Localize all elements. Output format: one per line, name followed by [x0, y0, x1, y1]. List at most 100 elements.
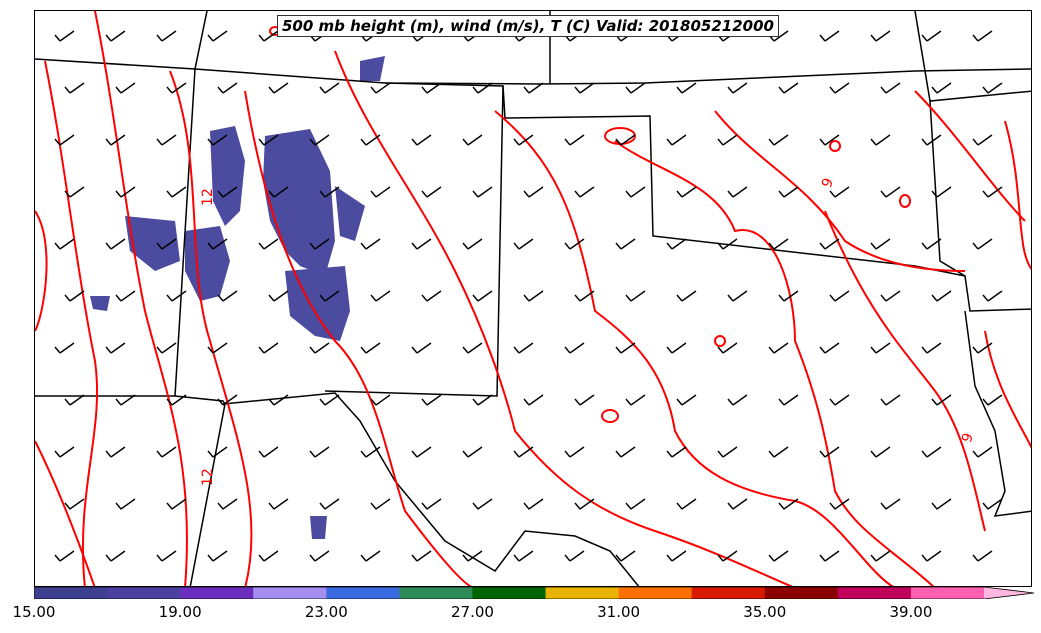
wind-barb: [982, 82, 1003, 94]
wind-barb: [115, 82, 136, 94]
wind-barb: [166, 394, 187, 406]
wind-barb: [156, 342, 177, 354]
wind-barb: [207, 238, 228, 250]
wind-barb: [880, 394, 901, 406]
wind-barb: [217, 186, 238, 198]
wind-barb: [768, 446, 789, 458]
colorbar-segment: [910, 587, 985, 599]
wind-barb: [462, 134, 483, 146]
wind-barb: [982, 290, 1003, 302]
wind-barb: [370, 186, 391, 198]
wind-barb: [513, 550, 534, 562]
wind-barb: [207, 342, 228, 354]
wind-barb: [870, 342, 891, 354]
wind-barb: [217, 290, 238, 302]
wind-barb: [768, 134, 789, 146]
wind-barb: [625, 290, 646, 302]
wind-barb: [258, 446, 279, 458]
wind-barb: [54, 238, 75, 250]
wind-barb: [574, 394, 595, 406]
wind-barb: [156, 134, 177, 146]
wind-barb: [921, 134, 942, 146]
colorbar-segment: [180, 587, 254, 599]
wind-barb: [819, 30, 840, 42]
wind-barb: [523, 82, 544, 94]
wind-barb: [574, 186, 595, 198]
wind-barb: [921, 446, 942, 458]
colorbar-segment: [399, 587, 473, 599]
wind-barb: [360, 134, 381, 146]
wind-barb: [615, 134, 636, 146]
wind-barb: [411, 446, 432, 458]
wind-barb: [360, 550, 381, 562]
wind-barb: [717, 446, 738, 458]
wind-barb: [217, 498, 238, 510]
wind-barb: [462, 238, 483, 250]
wind-barb: [972, 30, 993, 42]
wind-barb: [972, 238, 993, 250]
wind-barb: [105, 342, 126, 354]
wind-barb: [156, 238, 177, 250]
wind-barb: [921, 342, 942, 354]
wind-barb: [54, 550, 75, 562]
wind-barb: [717, 342, 738, 354]
wind-barb: [523, 290, 544, 302]
wind-barb: [54, 30, 75, 42]
colorbar-segment: [764, 587, 839, 599]
wind-barb: [666, 342, 687, 354]
wind-barb: [523, 498, 544, 510]
wind-barb: [727, 498, 748, 510]
wind-barb: [615, 342, 636, 354]
wind-barb: [982, 186, 1003, 198]
wind-barb: [574, 498, 595, 510]
wind-barb: [625, 82, 646, 94]
wind-barb: [115, 290, 136, 302]
wind-barb: [727, 394, 748, 406]
wind-barb: [829, 186, 850, 198]
wind-barb: [258, 134, 279, 146]
wind-barb: [676, 498, 697, 510]
wind-barb: [819, 446, 840, 458]
wind-barb: [421, 394, 442, 406]
wind-barb: [472, 394, 493, 406]
wind-barb: [115, 394, 136, 406]
wind-barb: [676, 290, 697, 302]
wind-barb: [676, 394, 697, 406]
wind-barb: [421, 498, 442, 510]
wind-barb: [523, 186, 544, 198]
wind-barb: [880, 186, 901, 198]
wind-barb: [268, 498, 289, 510]
wind-barb: [768, 238, 789, 250]
colorbar-tick-label: 39.00: [889, 603, 933, 621]
wind-barb: [972, 550, 993, 562]
wind-barb: [625, 394, 646, 406]
wind-barb: [727, 290, 748, 302]
wind-barb: [207, 134, 228, 146]
colorbar-tick-label: 15.00: [12, 603, 56, 621]
wind-barb: [982, 498, 1003, 510]
wind-barb: [472, 498, 493, 510]
wind-barb: [360, 238, 381, 250]
precip-shading: [90, 56, 385, 539]
map-panel: 12 12 9 9: [34, 10, 1032, 587]
wind-barb: [258, 30, 279, 42]
wind-barb: [870, 134, 891, 146]
colorbar-tick-label: 35.00: [743, 603, 787, 621]
wind-barb: [166, 290, 187, 302]
wind-barb: [115, 186, 136, 198]
wind-barb: [829, 290, 850, 302]
wind-barb: [309, 550, 330, 562]
wind-barb: [207, 550, 228, 562]
wind-barb: [972, 134, 993, 146]
wind-barb: [819, 134, 840, 146]
wind-barb: [921, 238, 942, 250]
wind-barb: [319, 82, 340, 94]
contour-label: 12: [200, 468, 216, 486]
wind-barb: [880, 498, 901, 510]
wind-barb: [472, 290, 493, 302]
wind-barb: [778, 186, 799, 198]
wind-barb: [564, 342, 585, 354]
wind-barb: [207, 30, 228, 42]
colorbar-tick-label: 31.00: [597, 603, 641, 621]
wind-barb: [360, 342, 381, 354]
